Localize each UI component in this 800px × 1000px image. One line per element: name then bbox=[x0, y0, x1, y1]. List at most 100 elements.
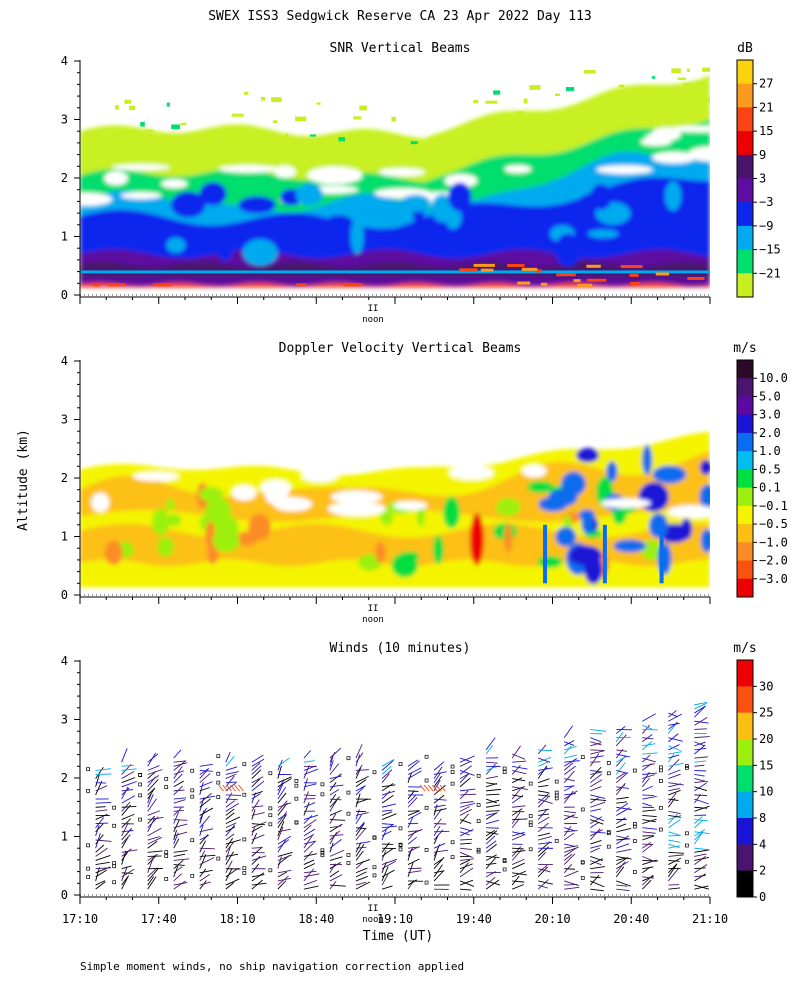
wind-barb bbox=[512, 805, 526, 808]
wind-barb bbox=[277, 856, 282, 869]
wind-barb bbox=[486, 775, 498, 780]
doppler-blob bbox=[648, 513, 669, 539]
noon-mark: II bbox=[368, 304, 379, 314]
wind-missing-marker bbox=[216, 856, 221, 861]
snr-speck bbox=[618, 84, 625, 88]
wind-barb bbox=[668, 813, 678, 824]
wind-barb bbox=[538, 841, 553, 845]
wind-barb bbox=[277, 811, 288, 824]
wind-barb bbox=[329, 831, 338, 845]
doppler-blob bbox=[638, 482, 669, 512]
wind-barb bbox=[694, 728, 707, 730]
wind-missing-marker bbox=[476, 849, 481, 854]
snr-speck bbox=[363, 135, 375, 140]
wind-barb bbox=[251, 790, 263, 796]
doppler-streak bbox=[659, 524, 664, 584]
wind-missing-marker bbox=[86, 843, 90, 848]
wind-barb bbox=[642, 814, 657, 817]
snr-streak bbox=[620, 265, 643, 269]
wind-barb bbox=[590, 855, 604, 862]
wind-barb bbox=[173, 819, 188, 821]
snr-speck bbox=[244, 91, 249, 95]
wind-barb bbox=[433, 804, 446, 808]
wind-barb bbox=[590, 831, 606, 834]
wind-barb bbox=[485, 854, 497, 861]
wind-barb bbox=[277, 839, 287, 853]
wind-barb bbox=[459, 859, 470, 865]
wind-missing-marker bbox=[190, 838, 195, 843]
colorbar-swatch bbox=[737, 505, 753, 525]
snr-streak bbox=[507, 264, 525, 268]
wind-missing-marker bbox=[554, 839, 559, 843]
wind-barb bbox=[277, 757, 290, 767]
wind-barb bbox=[564, 741, 575, 746]
colorbar-swatch bbox=[737, 818, 753, 845]
wind-barb bbox=[694, 769, 707, 772]
wind-barb bbox=[407, 847, 418, 853]
wind-barb bbox=[225, 816, 241, 825]
wind-barb bbox=[668, 814, 682, 820]
wind-barb bbox=[303, 802, 316, 808]
wind-barb bbox=[225, 802, 239, 812]
snr-speck bbox=[643, 105, 649, 110]
wind-missing-marker bbox=[320, 848, 325, 853]
wind-barb bbox=[355, 881, 367, 886]
wind-barb bbox=[95, 854, 111, 861]
wind-barb bbox=[486, 819, 499, 825]
panel-snr-title: SNR Vertical Beams bbox=[330, 41, 471, 56]
colorbar-label: 0 bbox=[759, 890, 766, 904]
wind-missing-marker bbox=[632, 768, 637, 773]
wind-barb bbox=[668, 789, 681, 796]
wind-barb bbox=[694, 774, 705, 777]
wind-barb bbox=[251, 825, 263, 833]
wind-barb bbox=[616, 823, 627, 829]
wind-barb bbox=[642, 772, 657, 775]
snr-speck bbox=[141, 136, 153, 142]
wind-barb bbox=[251, 851, 265, 854]
wind-barb bbox=[616, 884, 628, 887]
wind-barb bbox=[407, 846, 414, 857]
snr-gap bbox=[104, 171, 128, 186]
wind-barb bbox=[277, 792, 287, 804]
colorbar-swatch bbox=[737, 660, 753, 687]
wind-barb bbox=[147, 779, 159, 792]
wind-barb bbox=[590, 737, 601, 743]
wind-barb bbox=[95, 867, 100, 882]
wind-barb bbox=[173, 866, 183, 874]
wind-barb bbox=[251, 799, 260, 812]
doppler-blob bbox=[151, 508, 170, 536]
colorbar-swatch bbox=[737, 249, 753, 274]
snr-blob bbox=[216, 230, 234, 262]
wind-barb bbox=[590, 749, 605, 751]
colorbar-label: 27 bbox=[759, 77, 773, 91]
snr-speck bbox=[485, 100, 498, 104]
wind-barb bbox=[538, 794, 551, 797]
wind-barb bbox=[694, 819, 704, 829]
y-tick-label: 3 bbox=[61, 713, 68, 727]
doppler-layer bbox=[80, 577, 710, 588]
snr-speck bbox=[359, 105, 367, 111]
wind-barb bbox=[564, 845, 579, 849]
wind-barb bbox=[251, 823, 266, 826]
noon-mark: II bbox=[368, 604, 379, 614]
snr-speck bbox=[171, 124, 180, 130]
wind-barb bbox=[668, 713, 682, 722]
wind-barb bbox=[95, 839, 112, 842]
wind-barb bbox=[459, 827, 473, 832]
wind-barb bbox=[537, 761, 548, 767]
wind-barb bbox=[147, 867, 158, 878]
doppler-blob bbox=[652, 465, 687, 484]
wind-barb bbox=[277, 828, 291, 833]
wind-barb bbox=[355, 867, 368, 874]
wind-barb bbox=[147, 836, 160, 841]
y-tick-label: 4 bbox=[61, 54, 68, 68]
wind-barb bbox=[642, 819, 656, 823]
wind-barb bbox=[512, 872, 527, 876]
wind-missing-marker bbox=[658, 779, 663, 783]
wind-barb bbox=[329, 849, 345, 857]
wind-barb bbox=[355, 744, 363, 759]
wind-barb bbox=[355, 812, 369, 816]
colorbar-swatch bbox=[737, 469, 753, 489]
wind-barb bbox=[590, 808, 601, 812]
doppler-blob bbox=[700, 528, 710, 553]
